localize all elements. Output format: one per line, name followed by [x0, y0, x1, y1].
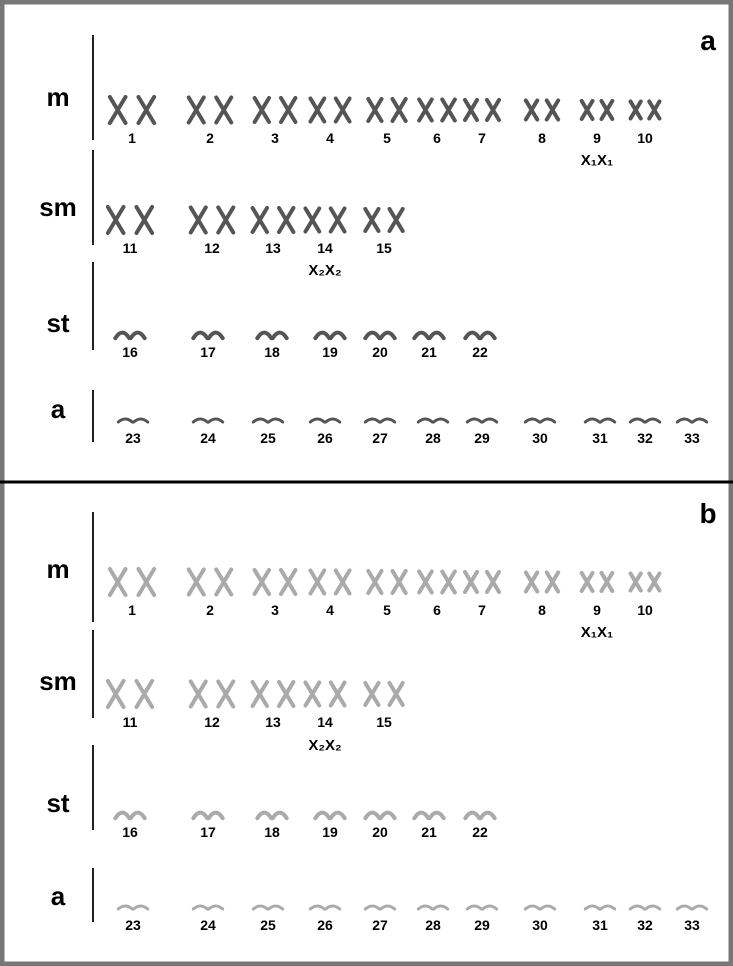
chromosome-number: 18 — [264, 824, 280, 840]
chromosome-number: 15 — [376, 714, 392, 730]
chromosome-number: 31 — [592, 430, 608, 446]
chromosome-number: 2 — [206, 602, 214, 618]
sex-chromosome-label: X₁X₁ — [581, 624, 613, 641]
sex-chromosome-label: X₂X₂ — [308, 262, 341, 279]
chromosome-number: 8 — [538, 130, 546, 146]
chromosome-number: 30 — [532, 917, 548, 933]
chromosome-number: 11 — [123, 714, 138, 730]
group-label: a — [51, 394, 66, 424]
group-label: st — [46, 308, 69, 338]
chromosome-number: 30 — [532, 430, 548, 446]
group-label: sm — [39, 192, 77, 222]
chromosome-number: 2 — [206, 130, 214, 146]
chromosome-number: 6 — [433, 130, 441, 146]
chromosome-number: 29 — [474, 917, 490, 933]
chromosome-number: 26 — [317, 917, 333, 933]
page: am12345678910sm1112131415st1617181920212… — [0, 0, 733, 966]
chromosome-number: 10 — [637, 602, 653, 618]
chromosome-number: 32 — [637, 917, 653, 933]
chromosome-number: 1 — [128, 602, 136, 618]
chromosome-number: 13 — [265, 240, 281, 256]
chromosome-number: 7 — [478, 602, 486, 618]
chromosome-number: 19 — [322, 344, 338, 360]
panel-label: b — [699, 498, 716, 529]
karyotype-figure: am12345678910sm1112131415st1617181920212… — [0, 0, 733, 966]
chromosome-number: 27 — [372, 430, 388, 446]
chromosome-number: 31 — [592, 917, 608, 933]
group-label: m — [46, 554, 69, 584]
chromosome-number: 21 — [421, 824, 437, 840]
chromosome-number: 25 — [260, 430, 276, 446]
chromosome-number: 17 — [200, 344, 216, 360]
group-label: st — [46, 788, 69, 818]
chromosome-number: 13 — [265, 714, 281, 730]
chromosome-number: 20 — [372, 344, 388, 360]
chromosome-number: 4 — [326, 602, 334, 618]
chromosome-number: 33 — [684, 917, 700, 933]
chromosome-number: 20 — [372, 824, 388, 840]
chromosome-number: 1 — [128, 130, 136, 146]
chromosome-number: 22 — [472, 824, 488, 840]
chromosome-number: 24 — [200, 430, 216, 446]
sex-chromosome-label: X₁X₁ — [581, 152, 613, 169]
chromosome-number: 12 — [204, 714, 220, 730]
chromosome-number: 3 — [271, 602, 279, 618]
chromosome-number: 22 — [472, 344, 488, 360]
chromosome-number: 7 — [478, 130, 486, 146]
chromosome-number: 16 — [122, 824, 138, 840]
chromosome-number: 6 — [433, 602, 441, 618]
chromosome-number: 23 — [125, 430, 141, 446]
chromosome-number: 28 — [425, 917, 441, 933]
chromosome-number: 29 — [474, 430, 490, 446]
chromosome-number: 8 — [538, 602, 546, 618]
chromosome-number: 16 — [122, 344, 138, 360]
chromosome-number: 14 — [317, 240, 333, 256]
chromosome-number: 27 — [372, 917, 388, 933]
chromosome-number: 10 — [637, 130, 653, 146]
chromosome-number: 11 — [123, 240, 138, 256]
group-label: m — [46, 82, 69, 112]
chromosome-number: 5 — [383, 130, 391, 146]
group-label: sm — [39, 666, 77, 696]
chromosome-number: 14 — [317, 714, 333, 730]
chromosome-number: 18 — [264, 344, 280, 360]
sex-chromosome-label: X₂X₂ — [308, 737, 341, 754]
chromosome-number: 19 — [322, 824, 338, 840]
chromosome-number: 28 — [425, 430, 441, 446]
chromosome-number: 15 — [376, 240, 392, 256]
chromosome-number: 9 — [593, 602, 601, 618]
chromosome-number: 26 — [317, 430, 333, 446]
chromosome-number: 3 — [271, 130, 279, 146]
chromosome-number: 25 — [260, 917, 276, 933]
chromosome-number: 12 — [204, 240, 220, 256]
chromosome-number: 17 — [200, 824, 216, 840]
panel-label: a — [700, 25, 716, 56]
chromosome-number: 33 — [684, 430, 700, 446]
chromosome-number: 9 — [593, 130, 601, 146]
chromosome-number: 32 — [637, 430, 653, 446]
chromosome-number: 5 — [383, 602, 391, 618]
chromosome-number: 23 — [125, 917, 141, 933]
chromosome-number: 4 — [326, 130, 334, 146]
group-label: a — [51, 881, 66, 911]
chromosome-number: 21 — [421, 344, 437, 360]
chromosome-number: 24 — [200, 917, 216, 933]
